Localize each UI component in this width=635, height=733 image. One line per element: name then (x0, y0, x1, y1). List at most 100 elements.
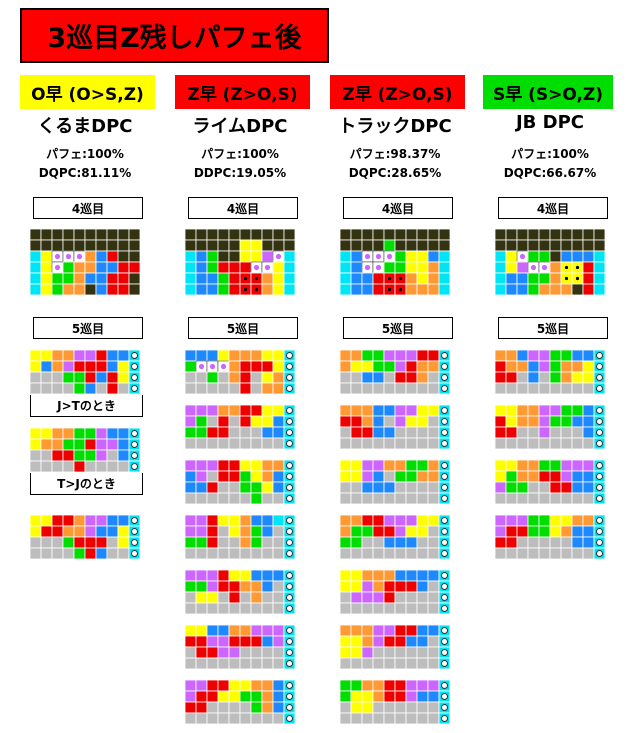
board-round5 (185, 460, 295, 504)
board-cell (427, 525, 440, 538)
board-cell (416, 690, 429, 703)
i-piece-marker (131, 528, 138, 535)
board-cell (185, 625, 197, 637)
board-round5 (340, 680, 450, 724)
board-cell (228, 525, 241, 538)
i-piece-marker (441, 429, 448, 436)
i-piece-marker (441, 583, 448, 590)
board-cell (571, 382, 584, 394)
board-cell (416, 371, 429, 384)
board-cell (361, 680, 374, 692)
board-cell (416, 350, 429, 362)
board-cell (527, 492, 540, 504)
board-cell (195, 635, 208, 648)
board-cell (185, 272, 197, 285)
board-cell (495, 360, 507, 373)
board-cell (73, 515, 86, 527)
board-cell (582, 360, 595, 373)
board-cell (527, 437, 540, 449)
marker-dot (252, 263, 261, 272)
board-cell (40, 360, 53, 373)
board-cell (73, 460, 86, 472)
board-cell (84, 428, 97, 440)
board-cell (40, 239, 53, 252)
board-cell (340, 646, 352, 659)
board-cell (560, 525, 573, 538)
board-cell (73, 371, 86, 384)
board-cell (272, 360, 285, 373)
board-cell (427, 405, 440, 417)
board-cell (95, 261, 108, 274)
board-cell (394, 515, 407, 527)
board-cell (340, 701, 352, 714)
board-cell (250, 405, 263, 417)
board-cell (527, 536, 540, 549)
board-cell (340, 536, 352, 549)
board-cell (361, 690, 374, 703)
board-cell (560, 382, 573, 394)
board-cell (261, 701, 274, 714)
board-cell (261, 657, 274, 669)
board-cell (106, 515, 119, 527)
board-cell (185, 470, 197, 483)
i-piece-marker (441, 704, 448, 711)
board-cell (217, 570, 230, 582)
board-cell (405, 570, 418, 582)
i-piece-marker (131, 352, 138, 359)
board-cell (372, 360, 385, 373)
board-cell (361, 415, 374, 428)
board-cell (340, 481, 352, 494)
board-cell (593, 283, 605, 295)
board-cell (560, 415, 573, 428)
board-cell (217, 239, 230, 252)
board-cell (394, 625, 407, 637)
board-cell (239, 635, 252, 648)
board-cell (272, 525, 285, 538)
board-cell (527, 239, 540, 252)
board-cell (272, 547, 285, 559)
board-cell (30, 525, 42, 538)
board-cell (261, 229, 274, 241)
board-cell (505, 272, 518, 285)
board-cell (239, 625, 252, 637)
board-caption: T>Jのとき (30, 473, 143, 495)
board-cell (40, 525, 53, 538)
board-cell (340, 360, 352, 373)
board-cell (582, 492, 595, 504)
board-cell (195, 657, 208, 669)
board-cell (95, 428, 108, 440)
board-cell (394, 229, 407, 241)
board-cell (394, 481, 407, 494)
board-cell (30, 515, 42, 527)
marker-dot (197, 362, 206, 371)
board-cell (340, 426, 352, 439)
board-cell (217, 690, 230, 703)
board-cell (582, 470, 595, 483)
board-cell (340, 570, 352, 582)
board-cell (239, 350, 252, 362)
board-cell (228, 250, 241, 263)
marker-dot (387, 287, 392, 292)
marker-dot (575, 265, 580, 270)
board-cell (117, 272, 130, 285)
board-cell (217, 371, 230, 384)
board-cell (361, 515, 374, 527)
board-cell (30, 229, 42, 241)
board-cell (206, 272, 219, 285)
board-cell (272, 591, 285, 604)
i-piece-marker (441, 594, 448, 601)
board-cell (405, 261, 418, 274)
board-cell (239, 470, 252, 483)
board-cell (51, 536, 64, 549)
board-cell (394, 591, 407, 604)
board-cell (106, 360, 119, 373)
board-cell (549, 492, 562, 504)
board-cell (394, 350, 407, 362)
board-cell (416, 283, 429, 295)
board-cell (372, 635, 385, 648)
board-cell (239, 570, 252, 582)
board-cell (228, 382, 241, 394)
board-cell (239, 515, 252, 527)
board-cell (228, 470, 241, 483)
board-cell (571, 515, 584, 527)
